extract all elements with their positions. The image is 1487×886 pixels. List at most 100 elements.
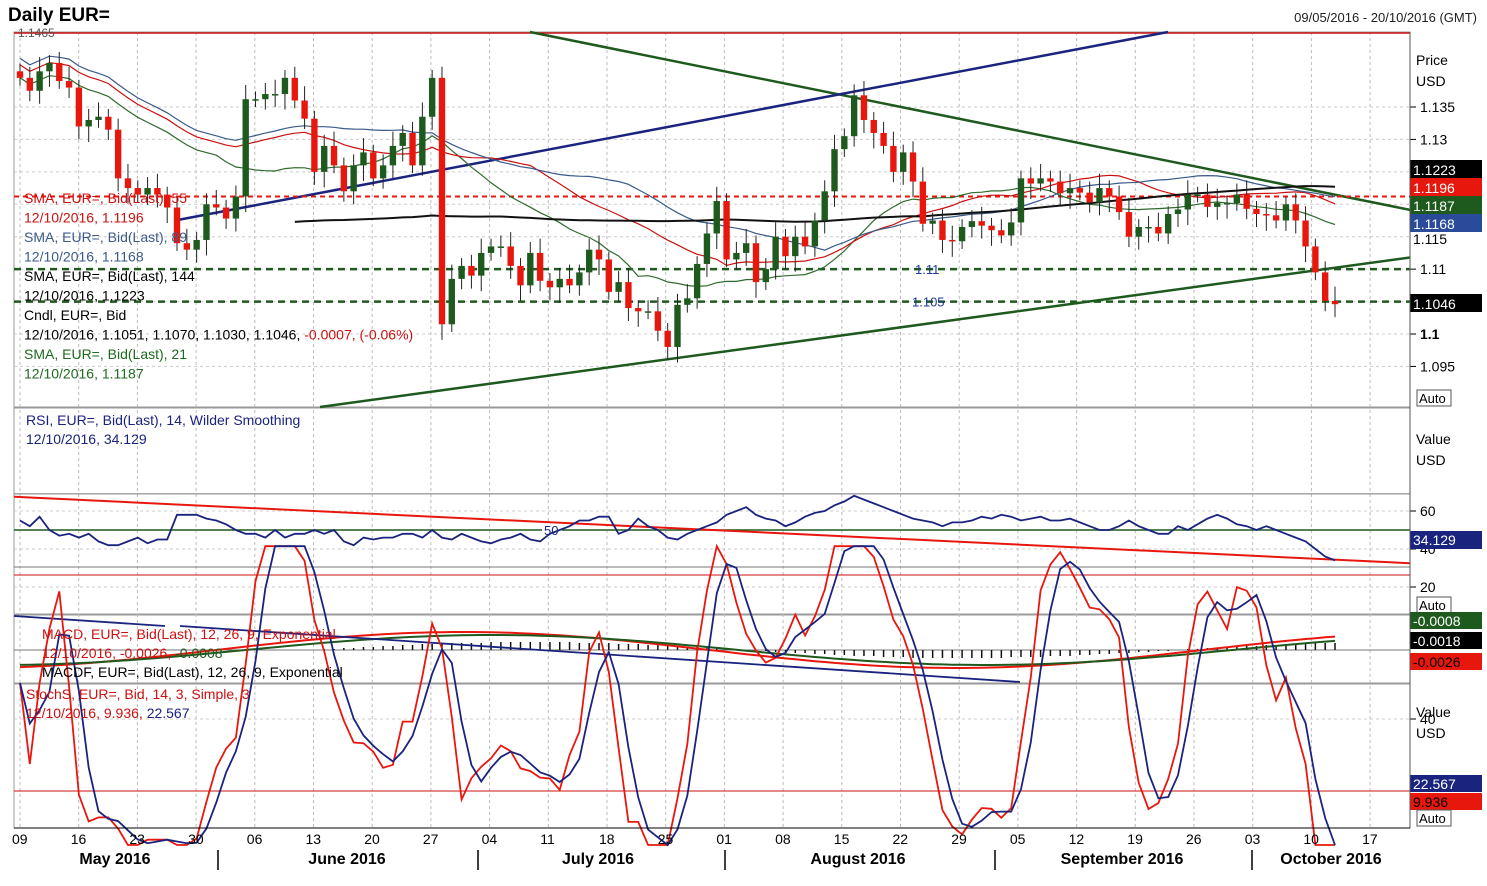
macd-badge-text: -0.0026 <box>1413 654 1461 670</box>
sma-55 <box>19 62 1336 267</box>
candle-body <box>409 132 416 166</box>
candle-body <box>762 269 770 283</box>
candle-body <box>674 304 681 347</box>
candle-body <box>595 249 603 260</box>
macd-badge-text: -0.0008 <box>1413 613 1461 629</box>
x-day-label: 05 <box>1010 831 1026 847</box>
candle-body <box>1184 194 1191 210</box>
macd-badge <box>1410 612 1482 629</box>
x-day-label: 08 <box>775 831 791 847</box>
legend-line: 12/10/2016, 1.1196 <box>24 210 144 226</box>
candle-body <box>1302 220 1309 247</box>
candle-body <box>556 278 563 288</box>
candle-body <box>664 330 671 347</box>
rsi-line <box>19 494 1336 562</box>
auto-label: Auto <box>1419 391 1446 406</box>
axis-title: USD <box>1416 73 1446 89</box>
candle-body <box>1096 188 1103 203</box>
candle-body <box>703 233 711 264</box>
candle-body <box>1086 192 1093 203</box>
x-day-label: 29 <box>951 831 967 847</box>
candle-body <box>654 311 662 331</box>
candle-body <box>831 149 838 192</box>
price-panel: 1.11 1.105 <box>14 30 1411 409</box>
legend-line: StochS, EUR=, Bid, 14, 3, Simple, 3 <box>26 686 250 702</box>
x-day-label: 04 <box>482 831 498 847</box>
trend-resistance <box>529 30 1411 212</box>
x-month-label: October 2016 <box>1280 851 1381 868</box>
panel-frame <box>13 683 1411 829</box>
candle-body <box>900 152 907 172</box>
candle-body <box>1272 215 1280 221</box>
macd-badge <box>1410 632 1482 649</box>
candle-body <box>811 220 819 247</box>
x-day-label: 25 <box>658 831 674 847</box>
candle-body <box>1214 202 1221 207</box>
legend-line: RSI, EUR=, Bid(Last), 14, Wilder Smoothi… <box>26 412 300 428</box>
x-day-label: 16 <box>71 831 87 847</box>
rsi-tick: 20 <box>1420 579 1436 595</box>
candle-body <box>605 259 612 292</box>
candle-body <box>1007 222 1015 236</box>
candle-body <box>497 246 505 248</box>
candle-body <box>949 239 956 242</box>
candle-body <box>1066 188 1074 194</box>
candle-body <box>615 282 622 292</box>
price-badge-text: 1.1223 <box>1413 162 1456 178</box>
candle-body <box>144 188 151 195</box>
x-day-label: 26 <box>1186 831 1202 847</box>
candle-body <box>222 207 230 219</box>
legend-line: SMA, EUR=, Bid(Last), 55 <box>24 190 187 206</box>
candle-body <box>998 230 1005 236</box>
legend-line: MACD, EUR=, Bid(Last), 12, 26, 9, Expone… <box>42 626 336 642</box>
x-day-label: 18 <box>599 831 615 847</box>
price-tick: 1.13 <box>1420 131 1447 147</box>
candle-body <box>752 243 760 283</box>
x-day-label: 30 <box>188 831 204 847</box>
price-tick: 1.11 <box>1420 261 1446 277</box>
legend-line: Cndl, EUR=, Bid <box>24 307 126 323</box>
candle-body <box>360 152 367 166</box>
trend-channel-blue <box>174 30 1169 222</box>
candle-body <box>173 207 181 244</box>
rsi-tick: 60 <box>1420 503 1436 519</box>
legend-line: 12/10/2016, 1.1051, 1.1070, 1.1030, 1.10… <box>24 327 413 343</box>
candle-body <box>193 239 200 250</box>
x-month-label: August 2016 <box>810 851 905 868</box>
x-day-label: 17 <box>1362 831 1378 847</box>
rsi-badge-text: 34.129 <box>1413 532 1456 548</box>
candle-body <box>1174 209 1182 215</box>
legend-line: 12/10/2016, 1.1187 <box>24 366 144 382</box>
rsi-panel: 50 <box>13 493 1411 568</box>
legend-line: SMA, EUR=, Bid(Last), 89 <box>24 229 187 245</box>
candle-body <box>252 99 259 101</box>
candle-body <box>419 116 426 166</box>
candle-body <box>75 87 83 127</box>
chart-title: Daily EUR= <box>8 5 110 26</box>
candle-body <box>546 280 554 288</box>
x-day-label: 27 <box>423 831 439 847</box>
candle-body <box>723 201 730 260</box>
candle-body <box>213 204 220 208</box>
x-day-label: 11 <box>540 831 555 847</box>
price-badge-text: 1.1196 <box>1413 180 1455 196</box>
price-badge <box>1410 214 1482 232</box>
stoch-panel <box>14 543 1410 847</box>
axis-title: Value <box>1416 704 1451 720</box>
stoch-badge <box>1410 775 1482 792</box>
candle-body <box>968 221 976 227</box>
candle-body <box>95 116 102 120</box>
legend-line: 12/10/2016, 9.936, 22.567 <box>26 705 190 721</box>
candle-body <box>1027 178 1034 184</box>
candle-body <box>1164 214 1172 234</box>
x-day-label: 23 <box>129 831 145 847</box>
stoch-badge <box>1410 793 1482 810</box>
candle-body <box>801 236 809 247</box>
candle-body <box>114 129 122 179</box>
legend-line: 12/10/2016, 1.1223 <box>24 288 145 304</box>
candle-body <box>693 263 701 299</box>
candle-body <box>988 225 995 231</box>
x-month-label: September 2016 <box>1061 851 1184 868</box>
grid <box>13 31 1411 829</box>
